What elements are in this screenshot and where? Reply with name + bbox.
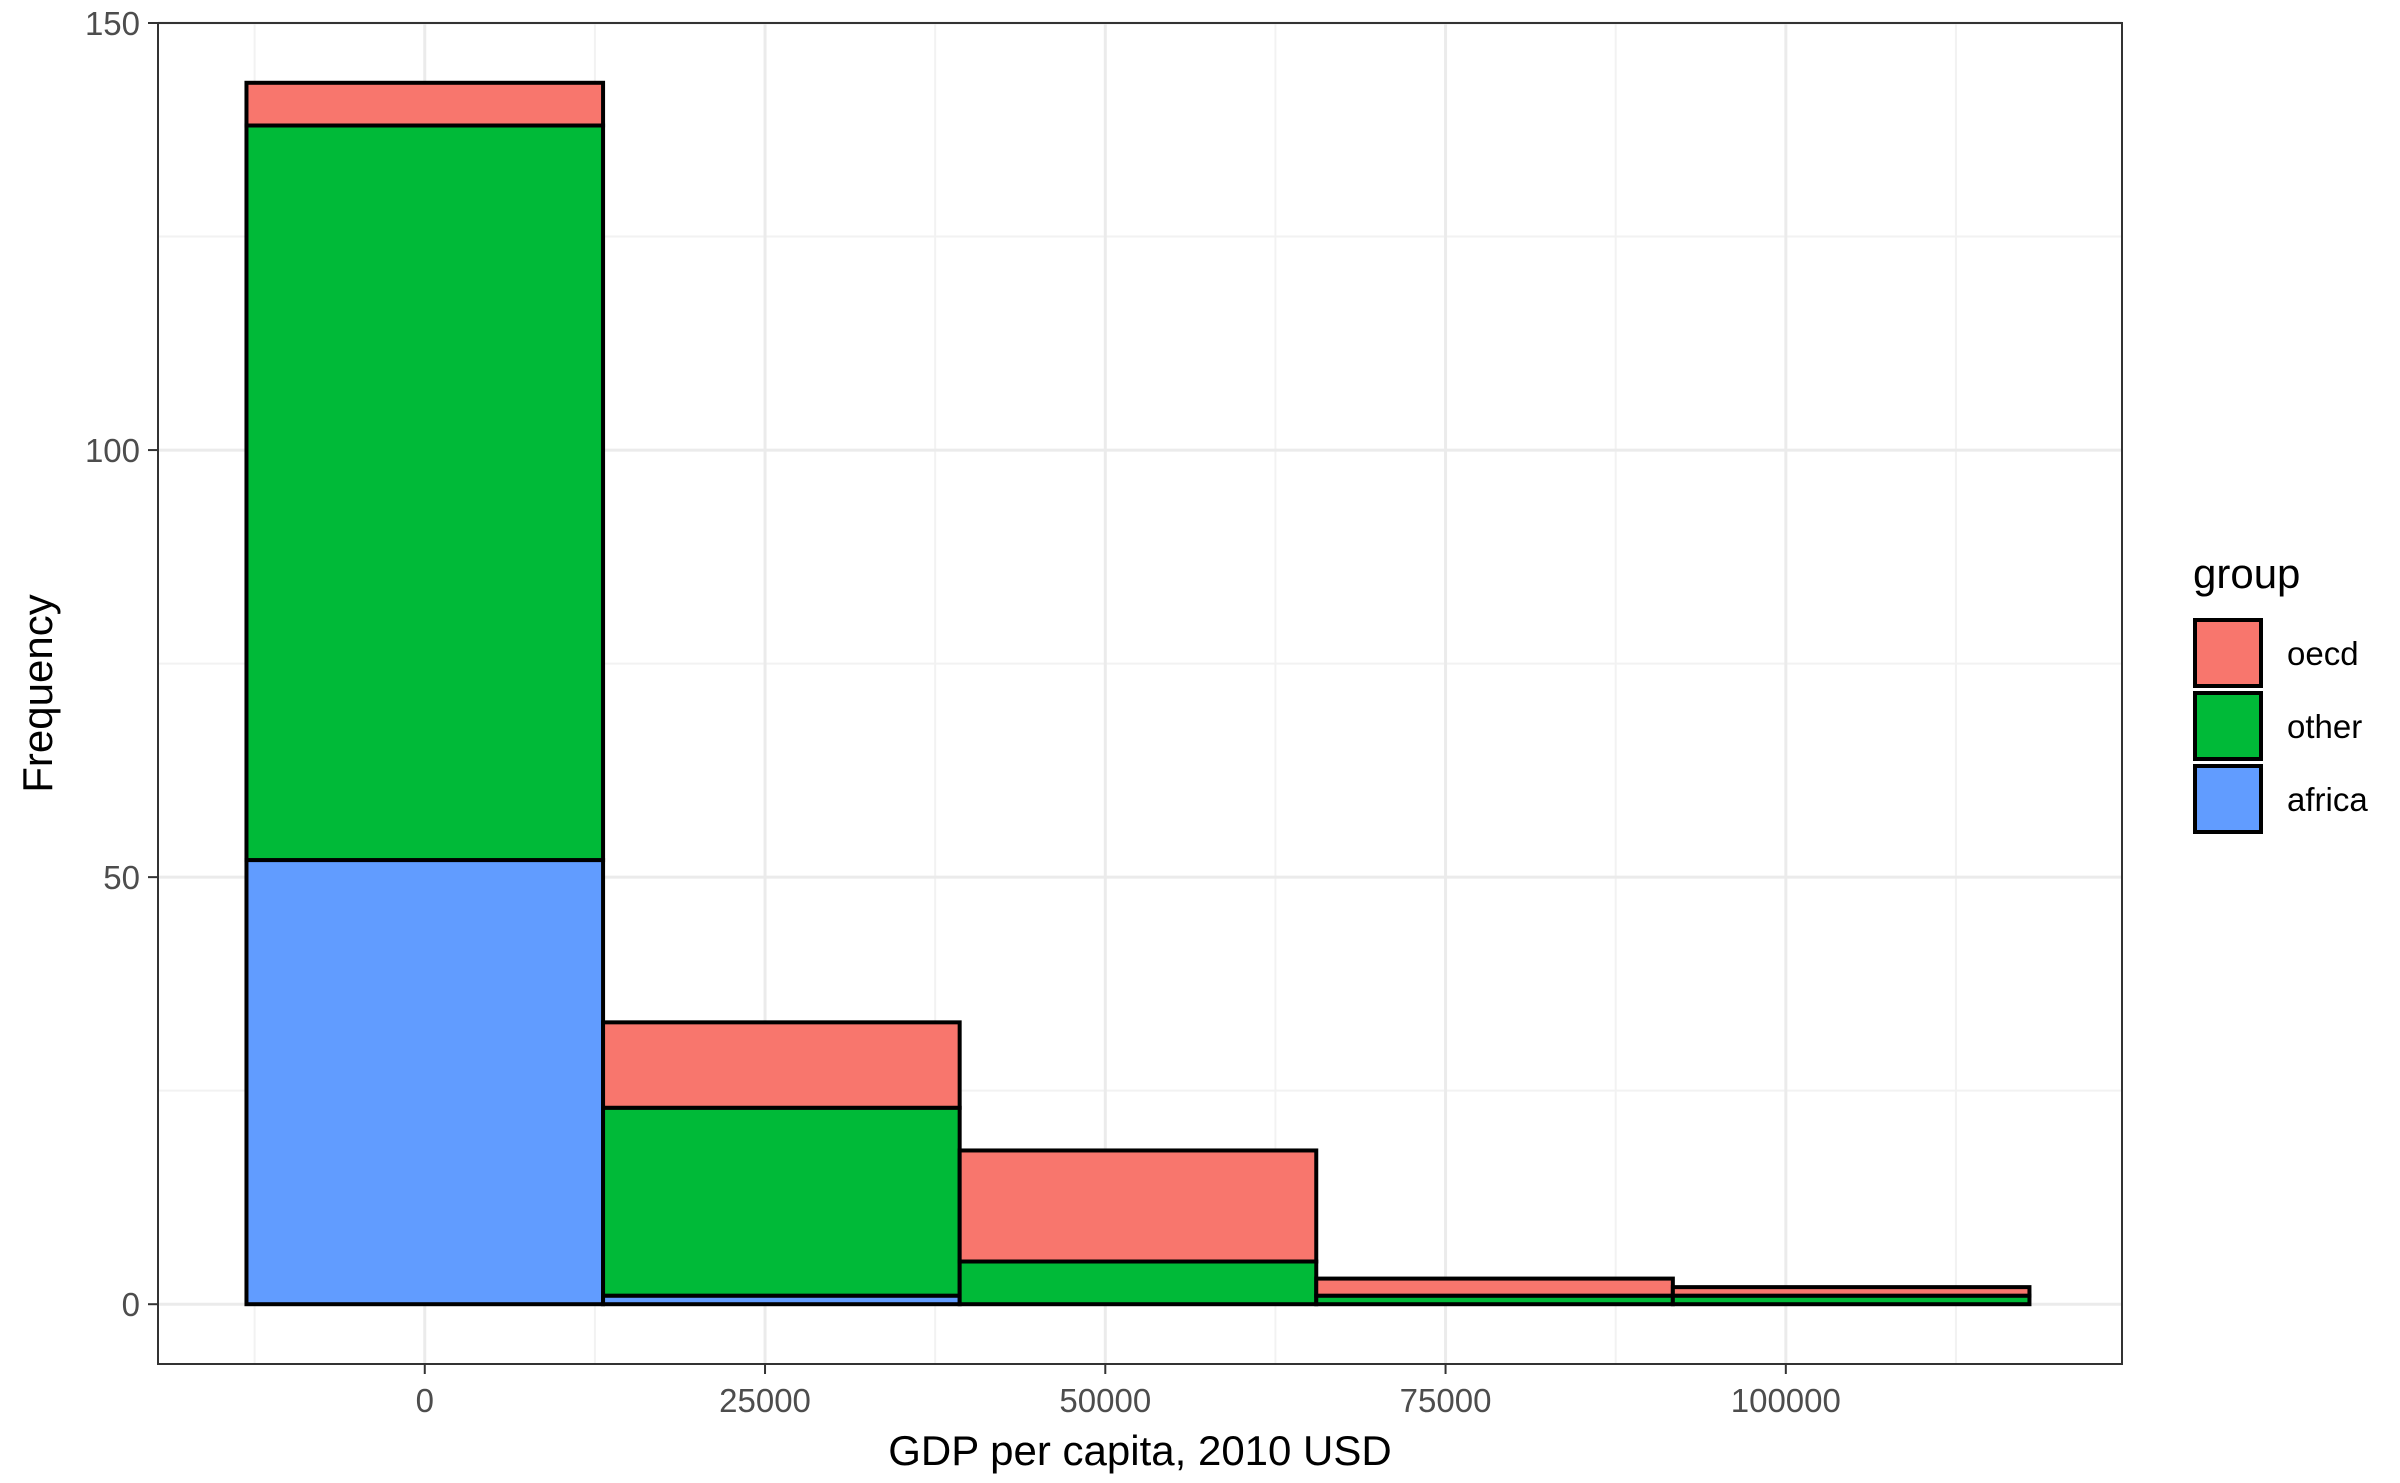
y-tick-label: 100	[85, 432, 140, 469]
x-tick-label: 75000	[1400, 1382, 1492, 1419]
legend: group oecd other africa	[2193, 550, 2368, 834]
legend-title: group	[2193, 550, 2300, 597]
panel-border	[157, 22, 2123, 1365]
legend-key-other	[2193, 691, 2263, 761]
legend-label-oecd: oecd	[2287, 635, 2359, 672]
bar-oecd-bin-3	[957, 1148, 1319, 1264]
x-axis-title: GDP per capita, 2010 USD	[888, 1427, 1392, 1474]
bar-africa-bin-1	[244, 858, 606, 1307]
legend-label-other: other	[2287, 708, 2362, 745]
legend-key-africa	[2193, 764, 2263, 834]
bar-oecd-bin-1	[244, 80, 606, 128]
x-axis-ticks: 0 25000 50000 75000 100000	[416, 1364, 1841, 1419]
bar-oecd-bin-2	[601, 1020, 962, 1110]
y-axis-title: Frequency	[14, 594, 61, 792]
legend-label-africa: africa	[2287, 781, 2368, 818]
x-tick-label: 0	[416, 1382, 434, 1419]
y-tick-label: 150	[85, 5, 140, 42]
x-tick-label: 100000	[1731, 1382, 1841, 1419]
bar-oecd-bin-4	[1314, 1276, 1675, 1298]
bar-oecd-bin-5	[1670, 1285, 2032, 1298]
y-tick-label: 50	[103, 859, 140, 896]
bar-other-bin-3	[957, 1259, 1319, 1307]
bar-other-bin-1	[244, 123, 606, 863]
y-axis-ticks: 0 50 100 150	[85, 5, 158, 1323]
x-tick-label: 25000	[719, 1382, 811, 1419]
bar-other-bin-2	[601, 1105, 962, 1298]
legend-key-oecd	[2193, 618, 2263, 688]
histogram-bars	[244, 80, 2032, 1307]
x-tick-label: 50000	[1059, 1382, 1151, 1419]
y-tick-label: 0	[122, 1286, 140, 1323]
